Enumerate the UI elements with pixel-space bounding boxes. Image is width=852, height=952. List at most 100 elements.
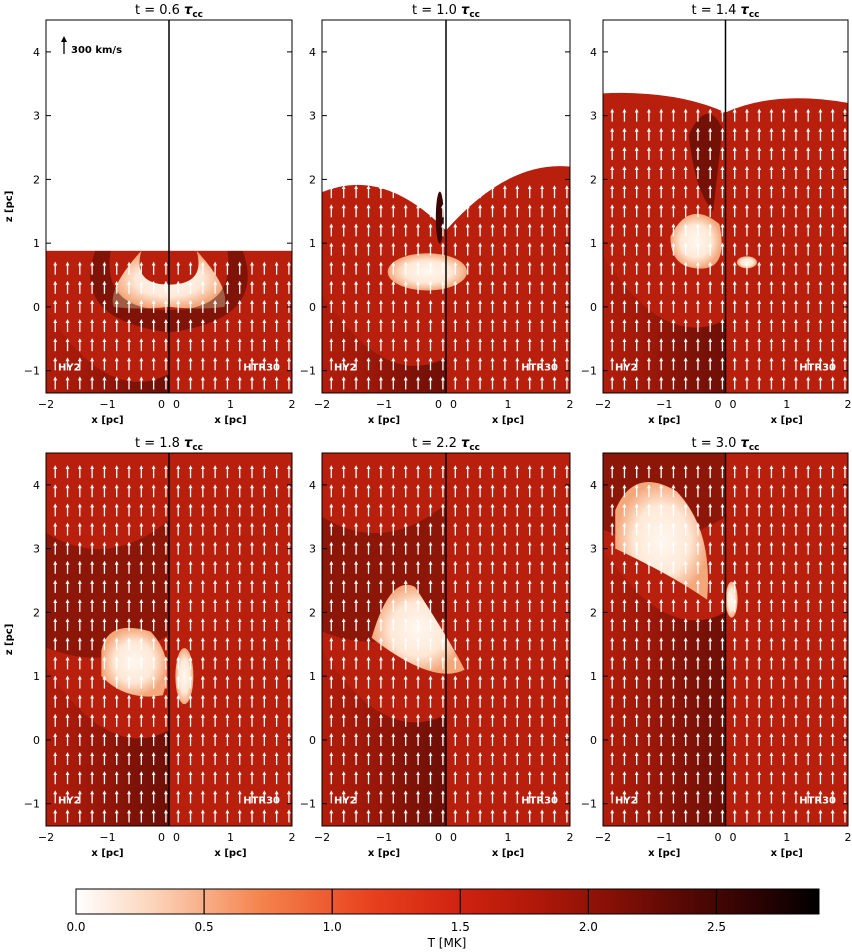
x-tick-label: −1 <box>656 831 672 844</box>
panel-frame <box>602 452 849 827</box>
x-axis-label-right: x [pc] <box>214 848 246 859</box>
x-tick-label: 0 <box>173 398 180 411</box>
x-tick-label: 2 <box>567 831 574 844</box>
panel-title: t = 0.6 τcc <box>135 3 203 20</box>
x-tick-label: 0 <box>450 831 457 844</box>
x-tick-label: −2 <box>38 831 54 844</box>
y-tick-label: 3 <box>33 110 40 123</box>
panel-frame <box>321 452 571 827</box>
y-tick-label: 1 <box>590 670 597 683</box>
y-tick-label: 2 <box>590 173 597 186</box>
x-tick-label: −2 <box>314 831 330 844</box>
velocity-arrows <box>329 465 569 823</box>
model-label-left: HY2 <box>334 796 357 807</box>
x-tick-label: 1 <box>227 398 234 411</box>
x-tick-label: −2 <box>595 398 611 411</box>
y-tick-label: 2 <box>309 606 316 619</box>
x-tick-label: 1 <box>505 831 512 844</box>
y-axis-label: z [pc] <box>4 624 15 656</box>
y-tick-label: 2 <box>590 606 597 619</box>
y-tick-label: 1 <box>309 670 316 683</box>
model-label-right: HTR30 <box>799 796 836 807</box>
x-tick-label: 0 <box>730 398 737 411</box>
panel-title: t = 2.2 τcc <box>412 436 480 453</box>
colorbar-gradient <box>75 888 820 915</box>
x-tick-label: 2 <box>289 831 296 844</box>
colorbar-tick-label: 0.5 <box>195 920 214 934</box>
y-tick-label: 2 <box>33 173 40 186</box>
model-label-left: HY2 <box>334 363 357 374</box>
colorbar: 0.0 0.5 1.0 1.5 2.0 2.5 T [MK] <box>66 888 820 950</box>
y-tick-label: 1 <box>590 237 597 250</box>
panel-title: t = 3.0 τcc <box>691 436 759 453</box>
y-tick-label: −1 <box>300 365 316 378</box>
y-tick-label: 4 <box>590 46 597 59</box>
y-tick-label: 4 <box>309 46 316 59</box>
x-tick-label: 2 <box>289 398 296 411</box>
x-tick-label: 0 <box>450 398 457 411</box>
y-tick-label: 3 <box>309 543 316 556</box>
x-tick-label: 2 <box>845 831 852 844</box>
x-tick-label: 1 <box>783 831 790 844</box>
panel-title: t = 1.8 τcc <box>135 436 203 453</box>
model-label-left: HY2 <box>58 363 81 374</box>
x-tick-label: −1 <box>99 398 115 411</box>
y-tick-label: 4 <box>309 479 316 492</box>
colorbar-tick-label: 0.0 <box>66 920 85 934</box>
y-tick-label: 0 <box>309 301 316 314</box>
x-tick-label: 0 <box>730 831 737 844</box>
colorbar-tick-label: 2.5 <box>707 920 726 934</box>
panel-frame <box>321 19 571 394</box>
y-tick-label: 4 <box>33 46 40 59</box>
y-axis-label: z [pc] <box>4 191 15 223</box>
x-tick-label: 1 <box>505 398 512 411</box>
panel-title: t = 1.0 τcc <box>412 3 480 20</box>
x-tick-label: 1 <box>227 831 234 844</box>
y-tick-label: 4 <box>590 479 597 492</box>
y-tick-label: 0 <box>590 734 597 747</box>
y-tick-label: 2 <box>33 606 40 619</box>
x-tick-label: 0 <box>158 398 165 411</box>
y-tick-label: 3 <box>309 110 316 123</box>
x-axis-label-right: x [pc] <box>214 415 246 426</box>
model-label-right: HTR30 <box>521 796 558 807</box>
y-tick-label: 3 <box>590 110 597 123</box>
x-axis-label-right: x [pc] <box>492 415 524 426</box>
model-label-left: HY2 <box>615 796 638 807</box>
model-label-right: HTR30 <box>243 363 280 374</box>
x-axis-label-left: x [pc] <box>91 415 123 426</box>
x-axis-label-left: x [pc] <box>648 848 680 859</box>
velocity-arrows <box>53 261 291 390</box>
y-tick-label: −1 <box>581 365 597 378</box>
x-axis-label-left: x [pc] <box>91 848 123 859</box>
y-tick-label: 1 <box>33 670 40 683</box>
x-tick-label: 0 <box>435 398 442 411</box>
x-axis-label-left: x [pc] <box>368 415 400 426</box>
x-tick-label: −1 <box>376 398 392 411</box>
panel-frame <box>45 19 293 394</box>
y-tick-label: 1 <box>33 237 40 250</box>
model-label-right: HTR30 <box>521 363 558 374</box>
velocity-arrows <box>329 185 569 390</box>
x-tick-label: −1 <box>376 831 392 844</box>
x-tick-label: −2 <box>38 398 54 411</box>
y-tick-label: 2 <box>309 173 316 186</box>
velocity-scale-label: 300 km/s <box>71 45 122 56</box>
x-tick-label: 0 <box>435 831 442 844</box>
y-tick-label: −1 <box>24 798 40 811</box>
x-axis-label-left: x [pc] <box>368 848 400 859</box>
y-tick-label: 3 <box>33 543 40 556</box>
x-tick-label: −2 <box>314 398 330 411</box>
x-tick-label: 0 <box>158 831 165 844</box>
x-axis-label-left: x [pc] <box>648 415 680 426</box>
model-label-left: HY2 <box>615 363 638 374</box>
model-label-left: HY2 <box>58 796 81 807</box>
x-tick-label: 0 <box>715 398 722 411</box>
